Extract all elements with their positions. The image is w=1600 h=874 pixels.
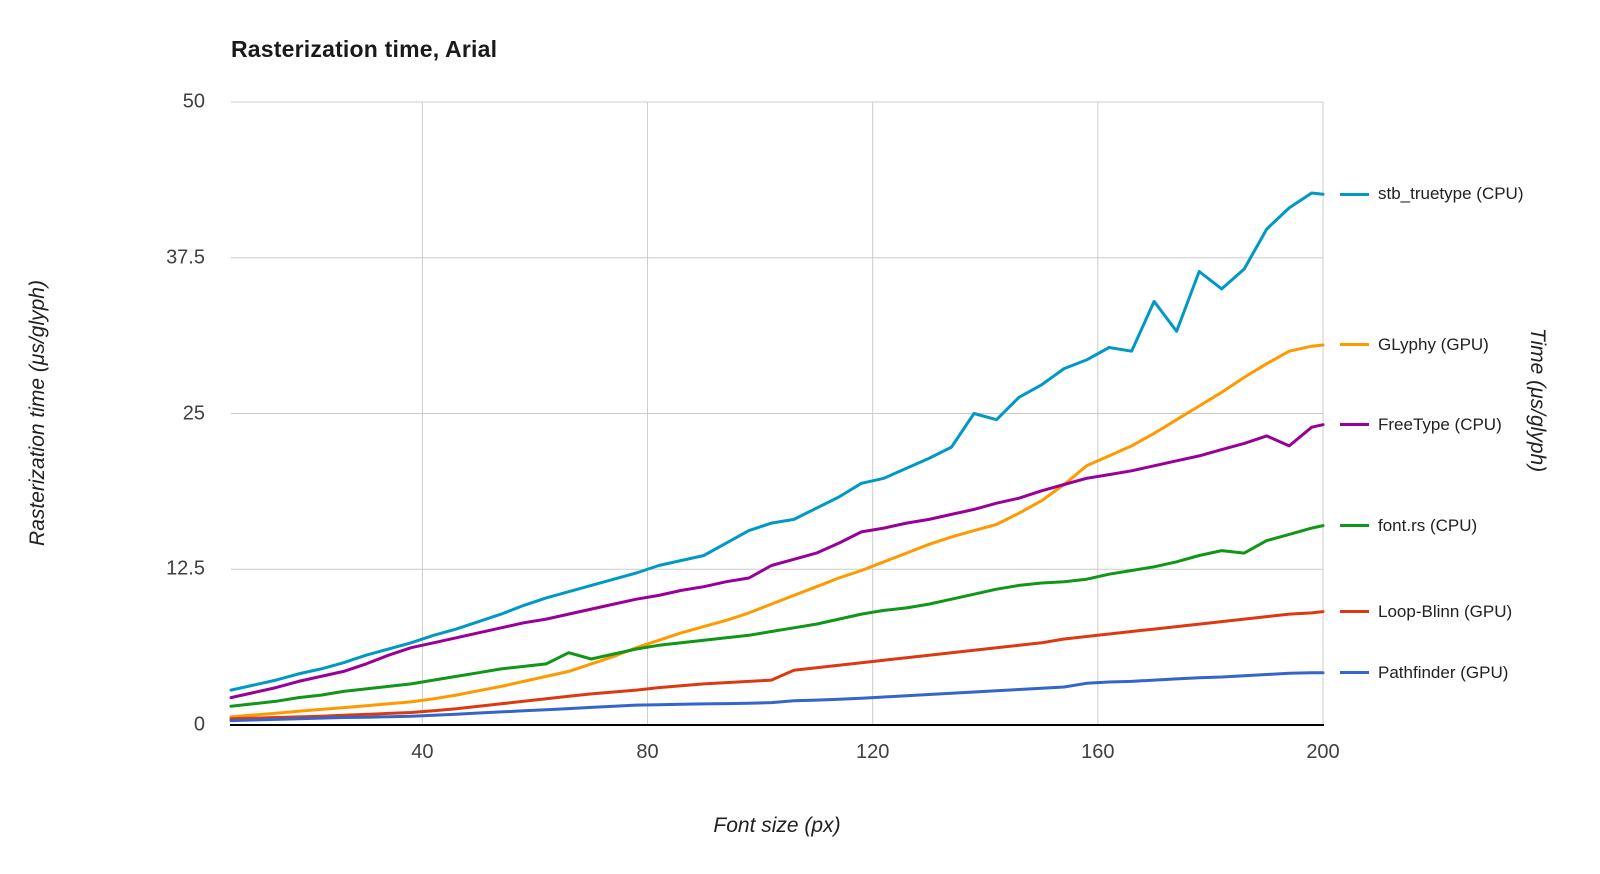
legend-item-4: Loop-Blinn (GPU) xyxy=(1340,602,1512,622)
series-line-4 xyxy=(229,610,1325,721)
y-tick-label: 25 xyxy=(182,402,205,424)
x-axis-title: Font size (px) xyxy=(713,814,841,837)
x-tick-label: 200 xyxy=(1306,741,1340,763)
series-line-2 xyxy=(229,423,1325,700)
y-axis-title-left: Rasterization time (μs/glyph) xyxy=(26,280,49,546)
legend-item-0: stb_truetype (CPU) xyxy=(1340,184,1524,204)
y-axis-title-right: Time (μs/glyph) xyxy=(1526,327,1549,473)
legend-swatch-icon xyxy=(1340,423,1369,427)
x-tick-label: 160 xyxy=(1081,741,1115,763)
y-tick-label: 12.5 xyxy=(166,557,205,580)
legend-item-1: GLyphy (GPU) xyxy=(1340,335,1489,355)
y-tick-label: 37.5 xyxy=(166,246,205,269)
legend-label: GLyphy (GPU) xyxy=(1378,334,1489,354)
series-line-5 xyxy=(229,671,1325,723)
y-tick-label: 0 xyxy=(193,713,205,736)
legend-swatch-icon xyxy=(1340,671,1369,675)
series-line-0 xyxy=(229,191,1325,692)
legend-item-3: font.rs (CPU) xyxy=(1340,516,1477,536)
x-tick-label: 80 xyxy=(636,741,659,763)
legend-item-2: FreeType (CPU) xyxy=(1340,415,1502,435)
legend-swatch-icon xyxy=(1340,524,1369,528)
legend-label: Loop-Blinn (GPU) xyxy=(1378,601,1513,621)
legend-item-5: Pathfinder (GPU) xyxy=(1340,663,1508,683)
legend-label: FreeType (CPU) xyxy=(1378,414,1502,434)
x-tick-label: 120 xyxy=(856,741,890,763)
legend-swatch-icon xyxy=(1340,192,1369,196)
legend-swatch-icon xyxy=(1340,610,1369,614)
y-tick-label: 50 xyxy=(182,90,205,113)
legend-label: stb_truetype (CPU) xyxy=(1378,184,1524,204)
series-line-1 xyxy=(229,343,1325,719)
legend-label: font.rs (CPU) xyxy=(1378,515,1478,535)
series-line-3 xyxy=(229,524,1325,708)
legend-label: Pathfinder (GPU) xyxy=(1378,662,1509,682)
chart-title: Rasterization time, Arial xyxy=(231,36,498,62)
x-tick-label: 40 xyxy=(411,741,434,763)
legend-swatch-icon xyxy=(1340,343,1369,347)
